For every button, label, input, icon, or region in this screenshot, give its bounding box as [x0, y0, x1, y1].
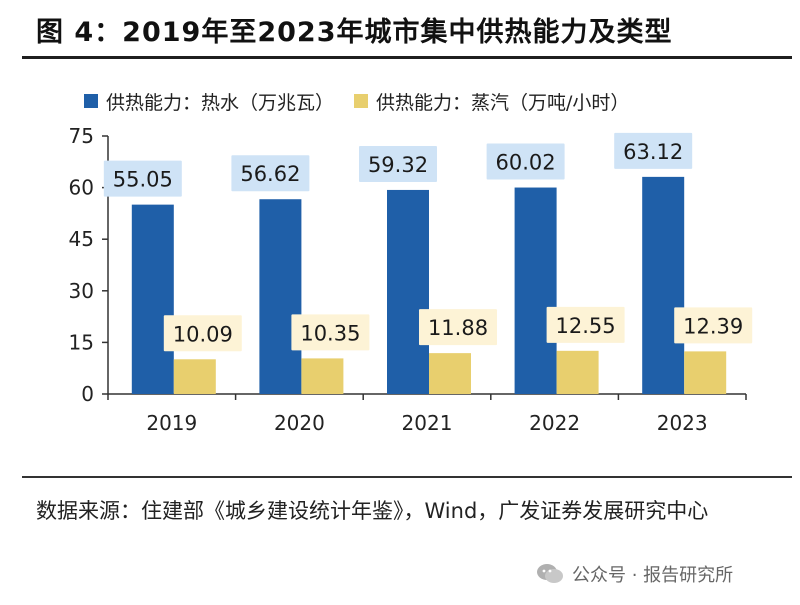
legend-swatch-steam: [354, 94, 369, 108]
y-tick-label: 45: [69, 227, 94, 251]
bar-hot-water: [514, 187, 557, 394]
x-tick-label: 2023: [657, 411, 708, 435]
legend-item-hot-water: 供热能力：热水（万兆瓦）: [84, 88, 334, 115]
title-bar: 图 4：2019年至2023年城市集中供热能力及类型: [0, 0, 800, 62]
data-label-bg-hot-water: [103, 160, 182, 197]
data-label-bg-hot-water: [231, 155, 310, 192]
title-divider: [22, 56, 792, 59]
bar-steam: [173, 359, 216, 394]
data-label-hot-water: 63.12: [623, 140, 683, 164]
data-label-bg-steam: [546, 306, 625, 343]
data-label-hot-water: 56.62: [240, 162, 300, 186]
data-label-bg-hot-water: [486, 143, 565, 180]
data-label-steam: 10.35: [300, 321, 360, 345]
data-label-steam: 10.09: [173, 322, 233, 346]
legend-item-steam: 供热能力：蒸汽（万吨/小时）: [354, 88, 629, 115]
y-tick-label: 0: [81, 382, 94, 406]
data-label-steam: 12.39: [683, 314, 743, 338]
data-label-hot-water: 59.32: [368, 153, 428, 177]
source-note: 数据来源：住建部《城乡建设统计年鉴》，Wind，广发证券发展研究中心: [36, 499, 709, 523]
data-label-steam: 11.88: [428, 316, 488, 340]
bar-steam: [684, 351, 727, 394]
data-label-bg-hot-water: [614, 132, 693, 169]
data-label-steam: 12.55: [556, 314, 616, 338]
source-divider: [22, 476, 792, 478]
legend-label-hot-water: 供热能力：热水（万兆瓦）: [106, 91, 335, 114]
data-label-bg-steam: [291, 314, 370, 351]
bar-chart: 0 15 30 45 60 75 2019 55.05 10.09 2020 56.62 10.35 2…: [69, 124, 753, 435]
legend-swatch-hot-water: [84, 94, 98, 108]
x-tick-label: 2022: [529, 411, 580, 435]
legend-label-steam: 供热能力：蒸汽（万吨/小时）: [376, 91, 630, 114]
y-tick-label: 30: [69, 279, 94, 303]
bar-steam: [301, 358, 344, 394]
y-tick-label: 75: [69, 124, 94, 148]
bar-hot-water: [642, 176, 685, 394]
x-tick-label: 2019: [146, 411, 197, 435]
y-tick-label: 15: [69, 330, 94, 354]
bar-steam: [429, 353, 471, 394]
figure-title: 图 4：2019年至2023年城市集中供热能力及类型: [36, 17, 673, 48]
y-tick-label: 60: [69, 176, 94, 200]
watermark-text: 公众号 · 报告研究所: [572, 565, 734, 586]
watermark: 公众号 · 报告研究所: [536, 558, 733, 590]
bar-steam: [556, 350, 599, 394]
bar-hot-water: [387, 189, 429, 394]
chart-legend: 供热能力：热水（万兆瓦） 供热能力：蒸汽（万吨/小时）: [84, 88, 649, 114]
bar-hot-water: [259, 199, 302, 394]
data-label-hot-water: 55.05: [113, 168, 173, 192]
data-label-bg-steam: [419, 309, 497, 346]
data-label-bg-steam: [674, 307, 753, 344]
data-label-bg-steam: [163, 315, 242, 352]
data-label-hot-water: 60.02: [496, 151, 556, 175]
wechat-icon: [536, 563, 564, 585]
data-label-bg-hot-water: [359, 145, 437, 182]
bar-hot-water: [131, 204, 174, 394]
x-tick-label: 2021: [402, 411, 453, 435]
x-tick-label: 2020: [274, 411, 325, 435]
